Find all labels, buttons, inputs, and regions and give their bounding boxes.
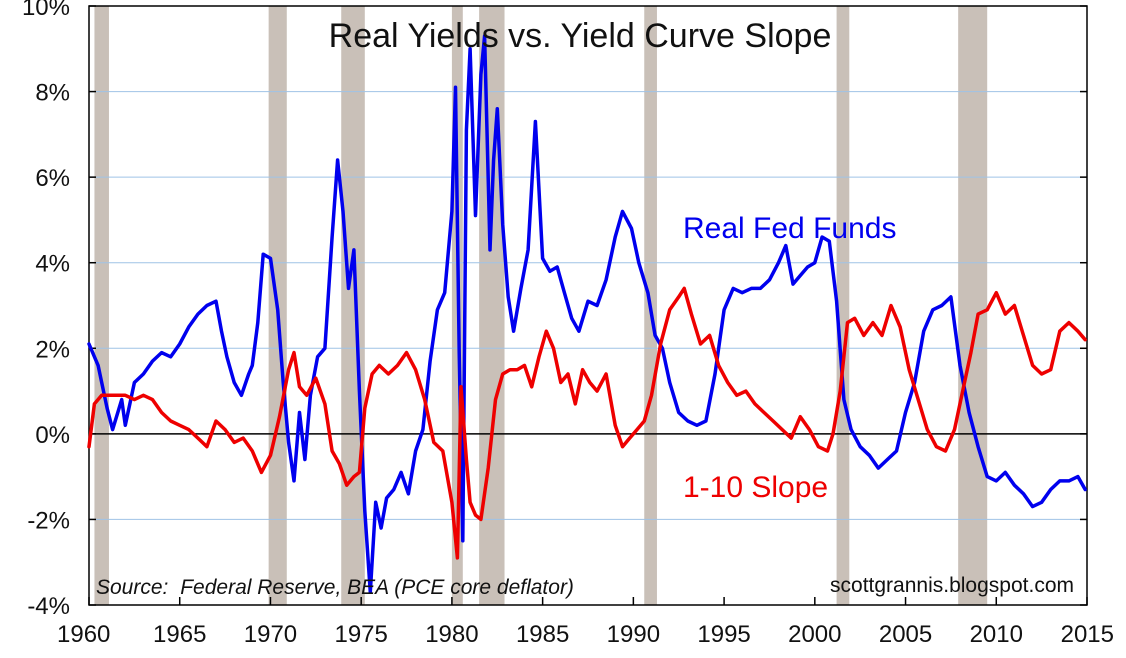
y-tick-label: -2% [27, 507, 70, 534]
source-prefix: Source: [96, 576, 168, 599]
series-label-real-fed-funds: Real Fed Funds [683, 212, 896, 245]
recession-band [836, 6, 850, 605]
x-tick-label: 1980 [425, 621, 478, 648]
y-tick-label: -4% [27, 593, 70, 620]
source-note: Source: Federal Reserve, BEA (PCE core d… [96, 576, 574, 599]
series-lines [87, 34, 1087, 594]
x-axis: 1960 1965 1970 1975 1980 1985 1990 1995 2000 2005… [57, 597, 1114, 648]
series-label-1-10-slope: 1-10 Slope [683, 471, 828, 504]
y-axis: -4% -2% 0% 2% 4% 6% 8% 10% [22, 0, 1087, 620]
x-tick-label: 2010 [970, 621, 1023, 648]
chart-title: Real Yields vs. Yield Curve Slope [329, 17, 832, 55]
recession-band [341, 6, 365, 605]
x-tick-label: 1965 [153, 621, 206, 648]
series-line-1-10-slope [87, 286, 1087, 560]
series-line-real-fed-funds [87, 34, 1087, 594]
y-tick-label: 6% [35, 165, 70, 192]
x-tick-label: 1975 [334, 621, 387, 648]
credit-note: scottgrannis.blogspot.com [830, 574, 1074, 597]
y-tick-label: 0% [35, 422, 70, 449]
y-tick-label: 8% [35, 80, 70, 107]
source-text: Federal Reserve, BEA (PCE core deflator) [180, 576, 574, 599]
x-tick-label: 1990 [607, 621, 660, 648]
x-tick-label: 2015 [1061, 621, 1114, 648]
x-tick-label: 1970 [244, 621, 297, 648]
recession-band [94, 6, 109, 605]
plot-frame [88, 5, 1088, 606]
x-tick-label: 1995 [697, 621, 750, 648]
x-tick-label: 2000 [788, 621, 841, 648]
y-tick-label: 2% [35, 336, 70, 363]
y-tick-label: 10% [22, 0, 70, 21]
recession-band [958, 6, 988, 605]
x-tick-label: 1960 [57, 621, 110, 648]
x-tick-label: 1985 [516, 621, 569, 648]
y-tick-label: 4% [35, 251, 70, 278]
x-tick-label: 2005 [879, 621, 932, 648]
